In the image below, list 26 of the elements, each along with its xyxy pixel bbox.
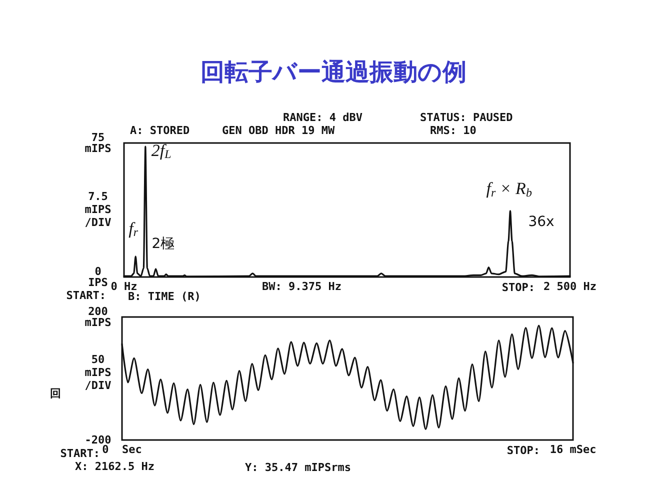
text: STATUS: PAUSED	[420, 111, 514, 124]
x-tick-label: 16 mSec	[550, 443, 596, 456]
text: A: STORED	[130, 124, 190, 137]
text: X: 2162.5 Hz	[75, 460, 154, 473]
text: RMS: 10	[430, 124, 476, 137]
text: STOP:	[506, 444, 540, 457]
text: GEN OBD HDR 19 MW	[222, 124, 335, 137]
annotation: 2極	[152, 236, 175, 252]
y-axis-title: 50 mIPS /DIV	[84, 353, 112, 392]
y-tick-label: 200 mIPS	[84, 305, 112, 329]
x-axis-title: BW: 9.375 Hz	[262, 280, 342, 293]
x-tick-label: 0 Hz	[110, 280, 138, 293]
text: 回	[50, 387, 61, 400]
line-series	[123, 146, 571, 278]
y-axis-title: 7.5 mIPS /DIV	[84, 190, 112, 229]
text: START:	[66, 289, 106, 302]
text: START:	[60, 447, 100, 460]
x-tick-label: 2 500 Hz	[544, 280, 596, 293]
y-tick-label: 75 mIPS	[84, 131, 112, 155]
text: Y: 35.47 mIPSrms	[245, 461, 351, 474]
annotation: 36x	[528, 214, 554, 230]
chart-title: 回転子バー通過振動の例	[200, 58, 466, 86]
text: STOP:	[502, 281, 535, 294]
text: RANGE: 4 dBV	[283, 111, 363, 124]
text: B: TIME (R)	[128, 290, 201, 303]
y-tick-label: 0 IPS	[88, 265, 108, 289]
